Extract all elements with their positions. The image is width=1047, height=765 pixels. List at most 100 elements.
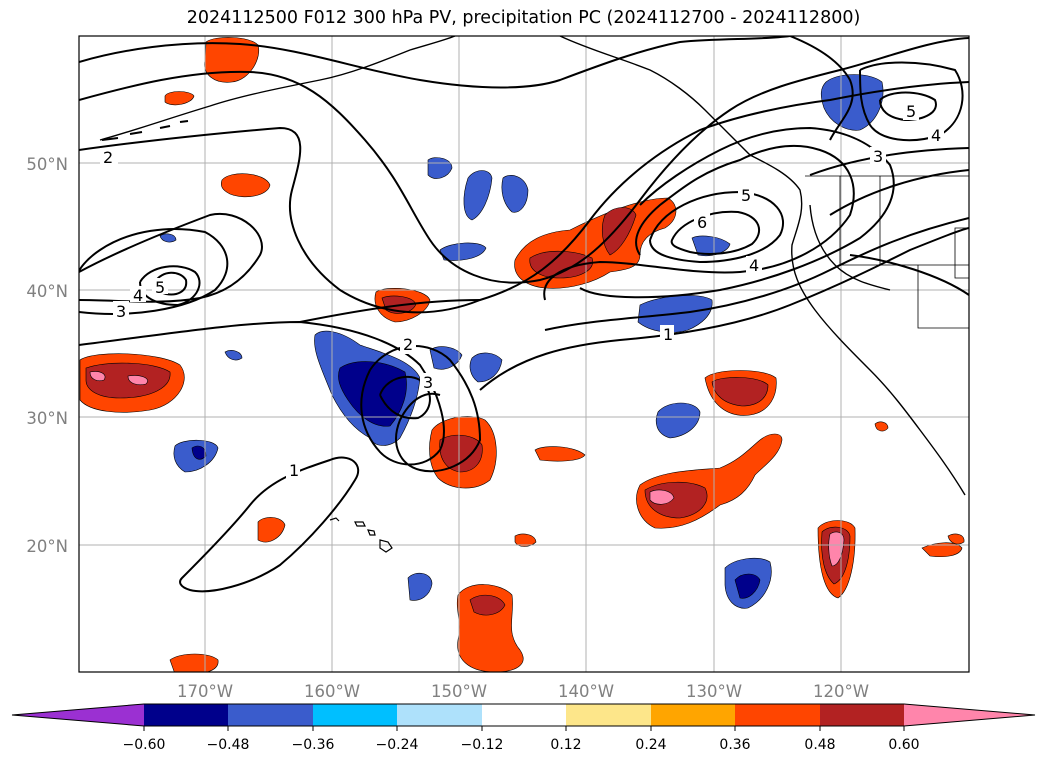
lon-label: 150°W <box>431 682 487 701</box>
pv-contour <box>579 126 895 299</box>
lon-label: 140°W <box>558 682 614 701</box>
precip-negative-blob <box>691 235 731 257</box>
contour-label: 3 <box>873 147 883 166</box>
colorbar-cell <box>566 704 651 726</box>
precip-positive-blob <box>534 446 586 462</box>
precip-positive-blob <box>89 371 106 382</box>
precip-negative-blob <box>501 175 529 213</box>
precip-positive-blob <box>439 434 483 473</box>
precip-positive-blob <box>828 531 845 567</box>
pv-contour <box>79 37 969 284</box>
precip-positive-blob <box>127 375 148 386</box>
lat-label: 30°N <box>26 409 68 428</box>
aleutian-islands <box>101 120 189 141</box>
colorbar-cell <box>228 704 313 726</box>
precip-negative-blob <box>439 242 487 261</box>
precip-negative-blob <box>407 572 433 601</box>
pv-contour <box>479 227 969 391</box>
contour-label: 5 <box>741 186 751 205</box>
contour-label: 2 <box>403 335 413 354</box>
pv-contour-labels: 2 4 3 5 2 3 1 1 5 6 4 3 5 4 <box>100 102 944 480</box>
precip-positive-blob <box>649 489 675 505</box>
pv-contour <box>79 228 229 315</box>
precip-negative-blob <box>463 170 493 221</box>
pv-contour <box>299 299 481 323</box>
precip-negative-blob <box>655 402 701 439</box>
precip-positive-blob <box>469 594 506 616</box>
pv-contour <box>789 36 854 141</box>
precip-negative-blob <box>159 233 177 243</box>
alaska-coast <box>99 36 456 141</box>
coastlines <box>99 36 966 496</box>
lat-label: 50°N <box>26 155 68 174</box>
precip-positive-blob <box>164 91 195 106</box>
latitude-labels: 50°N 40°N 30°N 20°N <box>26 155 68 556</box>
lat-label: 20°N <box>26 537 68 556</box>
na-coast-inner <box>809 204 891 291</box>
contour-label: 6 <box>697 213 707 232</box>
precip-negative-blob <box>191 445 207 460</box>
contour-label: 2 <box>103 148 113 167</box>
lon-label: 170°W <box>177 682 233 701</box>
pv-contour <box>879 91 937 122</box>
precip-negative-blob <box>338 361 407 427</box>
precip-positive-blob <box>257 517 286 543</box>
contour-label: 3 <box>423 373 433 392</box>
pv-contour <box>544 217 969 331</box>
colorbar-tick-label: 0.48 <box>804 737 835 753</box>
colorbar-cell <box>820 704 904 726</box>
pv-contour <box>179 456 360 593</box>
pv-contour <box>139 265 201 307</box>
colorbar-cell <box>735 704 820 726</box>
contour-label: 5 <box>155 278 165 297</box>
lon-label: 130°W <box>686 682 742 701</box>
contour-label: 4 <box>133 286 143 305</box>
map-title: 2024112500 F012 300 hPa PV, precipitatio… <box>186 8 861 28</box>
map-frame <box>78 35 970 673</box>
colorbar-tick-label: −0.48 <box>207 737 250 753</box>
pv-contour <box>379 375 431 420</box>
precip-positive-blob <box>874 421 889 432</box>
precip-negative-blob <box>224 350 243 361</box>
precip-negative-blob <box>469 352 503 383</box>
map-panel: 2 4 3 5 2 3 1 1 5 6 4 3 5 4 <box>79 36 969 672</box>
colorbar-tick-label: −0.60 <box>123 737 166 753</box>
lon-label: 160°W <box>304 682 360 701</box>
pv-contour <box>79 36 791 89</box>
contour-label: 3 <box>116 302 126 321</box>
contour-label: 4 <box>931 126 941 145</box>
colorbar-tick-label: 0.60 <box>888 737 919 753</box>
precip-positive-blob <box>601 207 637 256</box>
precip-positive-blob <box>220 173 271 197</box>
colorbar-cell <box>144 704 228 726</box>
colorbar-tick-label: 0.12 <box>550 737 581 753</box>
pv-contour <box>849 254 969 296</box>
precip-positive-blob <box>85 362 171 399</box>
colorbar-tick-label: 0.36 <box>719 737 750 753</box>
colorbar-tick-label: −0.24 <box>376 737 419 753</box>
precip-positive-blob <box>711 377 769 407</box>
colorbar-cell <box>482 704 566 726</box>
pv-contour <box>649 190 785 264</box>
colorbar-cell <box>397 704 482 726</box>
pv-contour <box>670 210 761 255</box>
gridlines <box>79 36 969 672</box>
pv-contour <box>79 320 482 473</box>
hawaii-islands <box>329 517 393 553</box>
precip-positive-blob <box>947 533 965 545</box>
colorbar-under <box>12 704 144 726</box>
colorbar-tick-label: −0.12 <box>461 737 504 753</box>
alaska-coast <box>559 36 966 496</box>
precip-positive-blob <box>921 542 963 558</box>
precip-positive-blob <box>169 653 219 672</box>
contour-label: 1 <box>289 461 299 480</box>
colorbar-cell <box>651 704 735 726</box>
colorbar-over <box>904 704 1035 726</box>
precip-shading <box>79 37 965 672</box>
precip-negative-blob <box>734 573 761 599</box>
contour-label: 4 <box>749 256 759 275</box>
pv-contour <box>829 169 969 216</box>
colorbar-cell <box>313 704 397 726</box>
lon-label: 120°W <box>813 682 869 701</box>
